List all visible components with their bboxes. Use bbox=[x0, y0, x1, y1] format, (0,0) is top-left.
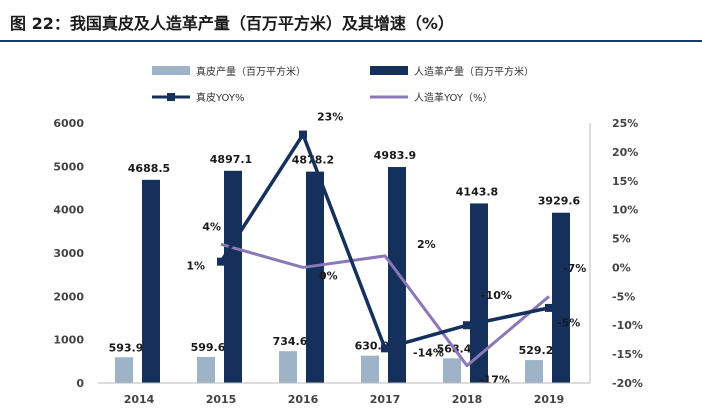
synthetic-bar bbox=[306, 171, 324, 383]
genuine-yoy-point bbox=[299, 130, 307, 139]
genuine-bar bbox=[197, 357, 215, 383]
synthetic-bar-label: 4983.9 bbox=[374, 149, 416, 162]
genuine-bar-label: 630.9 bbox=[355, 340, 390, 353]
genuine-yoy-point-label: 23% bbox=[317, 111, 343, 124]
right-tick-label: 5% bbox=[612, 233, 631, 246]
synthetic-yoy-line bbox=[220, 242, 550, 368]
title-bar: 图 22：我国真皮及人造革产量（百万平方米）及其增速（%） bbox=[0, 0, 702, 44]
x-tick-label: 2018 bbox=[452, 393, 483, 406]
left-tick-label: 2000 bbox=[53, 290, 84, 303]
synthetic-bar-label: 4897.1 bbox=[210, 153, 252, 166]
genuine-yoy-line bbox=[219, 132, 550, 351]
legend-label: 人造革YOY（%） bbox=[414, 91, 493, 104]
legend-marker bbox=[167, 93, 175, 101]
left-tick-label: 6000 bbox=[53, 117, 84, 130]
right-tick-label: -20% bbox=[612, 377, 643, 390]
genuine-bar-label: 734.6 bbox=[273, 335, 308, 348]
legend-swatch bbox=[152, 66, 190, 75]
lines: 4% 0% 2% -17% -5% 1% 23% -14% -10% -7% bbox=[186, 111, 586, 387]
genuine-bar-label: 593.9 bbox=[109, 341, 144, 354]
left-tick-label: 4000 bbox=[53, 204, 84, 217]
genuine-yoy-point-label: -14% bbox=[413, 346, 444, 359]
genuine-yoy-point bbox=[463, 321, 471, 330]
right-axis: -20% -15% -10% -5% 0% 5% 10% 15% 20% 25% bbox=[589, 117, 643, 390]
title-rule bbox=[0, 40, 702, 42]
right-tick-label: -15% bbox=[612, 348, 643, 361]
bars: 593.94688.5599.64897.1734.64878.2630.949… bbox=[109, 149, 581, 383]
synthetic-bar bbox=[552, 212, 570, 383]
synthetic-bar bbox=[388, 167, 406, 383]
genuine-yoy-point-label: -7% bbox=[563, 262, 586, 275]
genuine-yoy-point bbox=[381, 344, 389, 353]
legend-label: 真皮YOY% bbox=[196, 91, 245, 104]
legend-swatch bbox=[370, 66, 408, 75]
left-tick-label: 0 bbox=[76, 377, 84, 390]
genuine-bar bbox=[443, 358, 461, 383]
genuine-yoy-point-label: 1% bbox=[186, 260, 205, 273]
right-tick-label: 0% bbox=[612, 261, 631, 274]
x-tick-label: 2017 bbox=[370, 393, 401, 406]
left-axis: 0 1000 2000 3000 4000 5000 6000 bbox=[53, 117, 84, 390]
genuine-yoy-point bbox=[217, 257, 225, 266]
right-tick-label: 25% bbox=[612, 117, 638, 130]
synthetic-bar-label: 4143.8 bbox=[456, 185, 498, 198]
synthetic-bar-label: 3929.6 bbox=[538, 195, 581, 208]
legend-label: 人造革产量（百万平方米） bbox=[414, 65, 534, 78]
x-tick-label: 2015 bbox=[206, 393, 237, 406]
synthetic-bar bbox=[224, 170, 242, 383]
genuine-bar bbox=[279, 351, 297, 383]
synthetic-yoy-point-label: 4% bbox=[202, 220, 221, 233]
right-tick-label: 10% bbox=[612, 204, 638, 217]
right-tick-label: 15% bbox=[612, 175, 638, 188]
legend: 真皮产量（百万平方米） 人造革产量（百万平方米） 真皮YOY% 人造革YOY（%） bbox=[152, 65, 534, 104]
legend-label: 真皮产量（百万平方米） bbox=[196, 65, 306, 78]
left-tick-label: 1000 bbox=[53, 334, 84, 347]
synthetic-yoy-point-label: 2% bbox=[417, 238, 436, 251]
x-tick-label: 2016 bbox=[288, 393, 319, 406]
synthetic-bar bbox=[142, 179, 160, 383]
right-tick-label: 20% bbox=[612, 146, 638, 159]
x-axis: 2014 2015 2016 2017 2018 2019 bbox=[98, 382, 590, 406]
synthetic-bar bbox=[470, 203, 488, 383]
right-tick-label: -10% bbox=[612, 319, 643, 332]
genuine-yoy-point bbox=[545, 303, 553, 312]
left-tick-label: 3000 bbox=[53, 247, 84, 260]
genuine-bar-label: 599.6 bbox=[191, 341, 226, 354]
genuine-bar bbox=[361, 355, 379, 383]
x-tick-label: 2019 bbox=[534, 393, 565, 406]
chart-title: 图 22：我国真皮及人造革产量（百万平方米）及其增速（%） bbox=[10, 14, 454, 33]
synthetic-bar-label: 4688.5 bbox=[128, 162, 170, 175]
genuine-bar bbox=[115, 357, 133, 383]
genuine-bar bbox=[525, 360, 543, 383]
synthetic-yoy-point-label: 0% bbox=[319, 269, 338, 282]
left-tick-label: 5000 bbox=[53, 160, 84, 173]
synthetic-yoy-point-label: -17% bbox=[479, 374, 510, 387]
synthetic-yoy-point-label: -5% bbox=[557, 316, 580, 329]
genuine-yoy-point-label: -10% bbox=[481, 289, 512, 302]
genuine-bar-label: 529.2 bbox=[519, 344, 554, 357]
right-tick-label: -5% bbox=[612, 290, 635, 303]
x-tick-label: 2014 bbox=[124, 393, 155, 406]
